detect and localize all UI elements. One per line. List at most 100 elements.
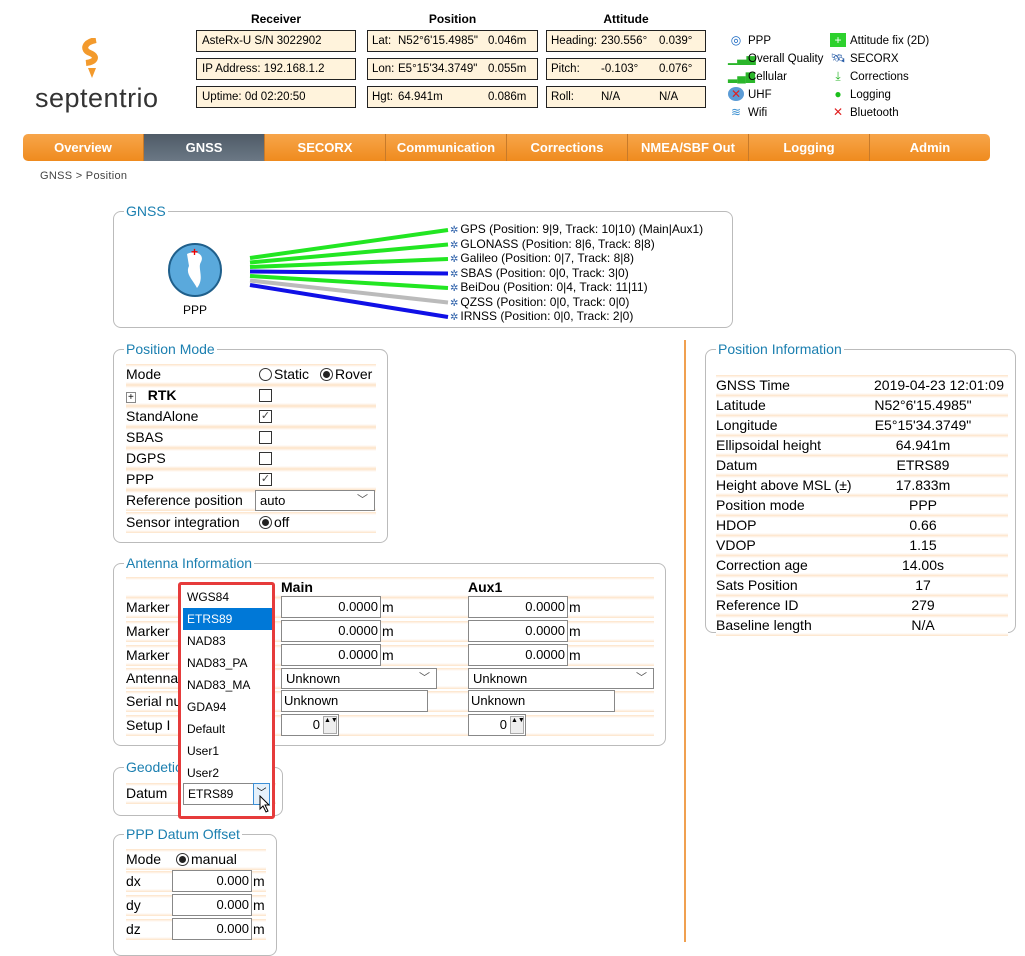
status-label: Corrections [850, 71, 909, 83]
datum-option[interactable]: NAD83_MA [187, 678, 251, 692]
tab-overview[interactable]: Overview [23, 134, 144, 161]
datum-option[interactable]: User1 [187, 744, 220, 758]
rover-radio[interactable]: Rover [320, 364, 372, 385]
tab-corrections[interactable]: Corrections [507, 134, 628, 161]
aux-antenna-type-select[interactable]: Unknown ﹀ [468, 668, 654, 689]
geodetic-title: Geodetic [126, 759, 183, 775]
tab-gnss[interactable]: GNSS [144, 134, 265, 161]
target-icon: ◎ [730, 33, 742, 47]
antenna-row-label: Marker [126, 647, 170, 663]
rtk-checkbox[interactable] [259, 389, 272, 402]
manual-label: manual [191, 851, 237, 867]
ppp-offset-row: dy 0.000 m [126, 894, 266, 916]
status-secorx[interactable]: 🛰 SECORX [830, 51, 898, 65]
rover-label: Rover [335, 366, 373, 382]
info-label: GNSS Time [716, 377, 790, 393]
value: 64.941m [398, 91, 443, 103]
standalone-checkbox[interactable]: ✓ [259, 410, 272, 423]
unit-label: m [253, 873, 265, 889]
status-corrections[interactable]: ⤓ Corrections [830, 69, 909, 84]
datum-select[interactable]: ETRS89 ﹀ [183, 783, 270, 805]
aux-delta-input[interactable]: 0.0000 [468, 620, 568, 642]
gnss-title: GNSS [126, 203, 166, 219]
status-cellular[interactable]: ▂▄▆Cellular [728, 69, 787, 83]
reference-position-select[interactable]: auto ﹀ [255, 490, 375, 511]
info-row: Reference ID 279 [716, 595, 1008, 616]
label: Hgt: [372, 91, 394, 103]
input-value: Unknown [471, 693, 526, 708]
info-label: Sats Position [716, 577, 798, 593]
expand-icon[interactable]: + [126, 392, 136, 403]
tab-secorx[interactable]: SECORX [265, 134, 386, 161]
offset-input[interactable]: 0.000 [172, 918, 252, 940]
header-heading: Heading: 230.556° 0.039° [546, 30, 706, 52]
info-row: Latitude N52°6'15.4985" [716, 395, 1008, 416]
main-antenna-type-select[interactable]: Unknown ﹀ [281, 668, 437, 689]
datum-dropdown-list[interactable]: WGS84 ETRS89 NAD83 NAD83_PA NAD83_MA GDA94 Def… [178, 582, 275, 819]
gnss-receiver-label: PPP [183, 303, 208, 317]
static-label: Static [274, 366, 310, 382]
static-radio[interactable]: Static [259, 364, 309, 385]
manual-radio[interactable]: manual [176, 849, 237, 870]
logo-text: septentrio [35, 83, 159, 113]
constellation-line [249, 269, 449, 276]
datum-option[interactable]: NAD83_PA [187, 656, 248, 670]
main-setup-stepper[interactable]: 0 ▲▼ [281, 714, 339, 736]
constellation-item: ✲ GPS (Position: 9|9, Track: 10|10) (Main… [450, 222, 703, 238]
tab-nmea-sbf-out[interactable]: NMEA/SBF Out [628, 134, 749, 161]
aux-serial-input[interactable]: Unknown [468, 690, 615, 712]
antenna-row-label: Antenna [126, 670, 179, 686]
info-row: HDOP 0.66 [716, 515, 1008, 536]
cellular-icon: ▂▄▆ [728, 69, 755, 83]
datum-option[interactable]: NAD83 [187, 634, 226, 648]
select-value: auto [260, 493, 286, 508]
status-logging[interactable]: ● Logging [830, 87, 891, 101]
main-delta-input[interactable]: 0.0000 [281, 644, 381, 666]
offset-label: dy [126, 897, 141, 913]
position-heading: Position [428, 12, 477, 26]
attitude-fix-icon: + [830, 33, 846, 47]
main-serial-input[interactable]: Unknown [281, 690, 428, 712]
ppp-row: PPP ✓ [126, 469, 376, 490]
column-divider [684, 340, 686, 942]
status-ppp[interactable]: ◎ PPP [728, 33, 771, 47]
info-row: Position mode PPP [716, 495, 1008, 516]
aux-setup-stepper[interactable]: 0 ▲▼ [468, 714, 526, 736]
ppp-checkbox[interactable]: ✓ [259, 473, 272, 486]
datum-option[interactable]: User2 [187, 766, 220, 780]
rtk-label: RTK [147, 387, 177, 403]
sensor-off-radio[interactable]: off [259, 512, 289, 533]
status-wifi[interactable]: ≋ Wifi [728, 105, 767, 119]
status-uhf[interactable]: ✕ UHF [728, 87, 772, 101]
status-overall-quality[interactable]: ▁▃▅Overall Quality [728, 51, 823, 65]
sbas-checkbox[interactable] [259, 431, 272, 444]
dgps-checkbox[interactable] [259, 452, 272, 465]
info-value: 17.833m [895, 477, 951, 493]
info-row: Datum ETRS89 [716, 455, 1008, 476]
tab-communication[interactable]: Communication [386, 134, 507, 161]
datum-option[interactable]: GDA94 [187, 700, 227, 714]
ppp-label: PPP [126, 471, 155, 487]
status-attitude[interactable]: + Attitude fix (2D) [830, 33, 929, 47]
info-label: Height above MSL (±) [716, 477, 852, 493]
info-label: Ellipsoidal height [716, 437, 822, 453]
main-delta-input[interactable]: 0.0000 [281, 596, 381, 618]
offset-input[interactable]: 0.000 [172, 870, 252, 892]
offset-input[interactable]: 0.000 [172, 894, 252, 916]
info-label: Reference ID [716, 597, 799, 613]
header-lon: Lon: E5°15'34.3749" 0.055m [367, 58, 538, 80]
accuracy: 0.046m [488, 35, 527, 47]
input-value: 0.0000 [525, 647, 565, 662]
tab-admin[interactable]: Admin [909, 140, 951, 155]
main-delta-input[interactable]: 0.0000 [281, 620, 381, 642]
tab-logging[interactable]: Logging [749, 134, 870, 161]
datum-option[interactable]: ETRS89 [183, 608, 272, 630]
constellation-text: GLONASS (Position: 8|6, Track: 8|8) [460, 236, 655, 251]
datum-option[interactable]: Default [187, 722, 226, 736]
datum-option[interactable]: WGS84 [187, 590, 230, 604]
spinner-arrows-icon[interactable]: ▲▼ [323, 716, 338, 734]
aux-delta-input[interactable]: 0.0000 [468, 596, 568, 618]
aux-delta-input[interactable]: 0.0000 [468, 644, 568, 666]
spinner-arrows-icon[interactable]: ▲▼ [510, 716, 525, 734]
status-bluetooth[interactable]: ✕ Bluetooth [830, 105, 899, 119]
